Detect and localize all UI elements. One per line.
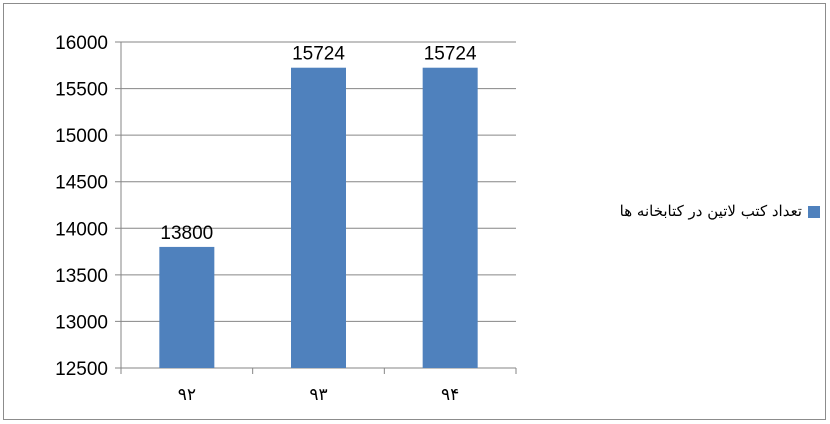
data-label: 15724 [424,44,477,65]
chart-frame [3,3,826,420]
y-tick-label: 12500 [55,359,108,380]
legend: تعداد کتب لاتین در کتابخانه ها [548,196,820,226]
y-tick-label: 13000 [55,312,108,333]
bar [159,246,215,368]
x-tick-label: ۹۲ [178,385,196,405]
legend-swatch [808,206,820,218]
y-tick-label: 14500 [55,173,108,194]
y-tick-label: 13500 [55,266,108,287]
x-tick-label: ۹۳ [309,385,327,405]
y-tick-label: 14000 [55,219,108,240]
y-tick-label: 15000 [55,126,108,147]
bar [291,67,346,368]
data-label: 13800 [160,223,213,244]
data-label: 15724 [292,44,345,65]
y-tick-label: 15500 [55,80,108,101]
legend-label: تعداد کتب لاتین در کتابخانه ها [619,202,802,220]
y-tick-label: 16000 [55,33,108,54]
x-tick-label: ۹۴ [441,385,459,405]
bar [422,67,478,368]
